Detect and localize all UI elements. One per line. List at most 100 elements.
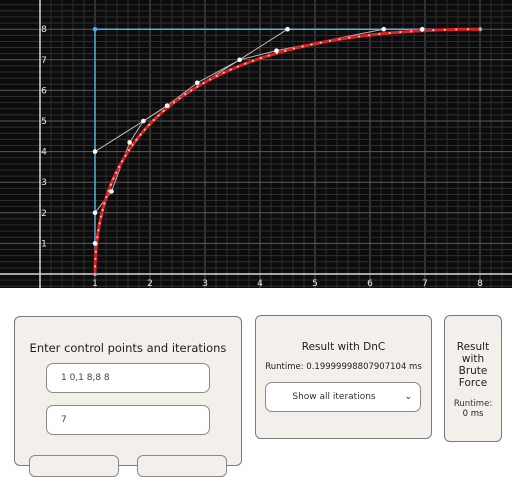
curve-sample-point [93, 272, 97, 276]
curve-sample-point [112, 177, 115, 180]
iteration-select-value: Show all iterations [292, 392, 376, 402]
curve-sample-point [388, 31, 391, 35]
curve-sample-point [94, 250, 97, 253]
curve-sample-point [109, 183, 112, 186]
curve-sample-point [98, 222, 101, 225]
dnc-result-panel: Result with DnC Runtime: 0.1999999880790… [255, 315, 432, 439]
y-tick-label: 6 [41, 86, 47, 96]
curve-sample-point [301, 45, 304, 48]
brute-force-result-title: Result with Brute Force [445, 341, 501, 389]
y-tick-label: 4 [41, 148, 47, 158]
curve-sample-point [236, 65, 240, 68]
iteration-point [92, 210, 98, 216]
curve-sample-point [178, 97, 181, 100]
curve-sample-point [410, 30, 413, 33]
iteration-point [141, 118, 146, 124]
curve-sample-point [259, 57, 262, 60]
curve-sample-point [378, 32, 381, 36]
curve-sample-point [399, 31, 402, 34]
control-points-input[interactable] [46, 363, 210, 393]
brute-runtime-label: Runtime: [453, 399, 493, 409]
iteration-point [274, 48, 279, 53]
curve-sample-point [105, 195, 108, 199]
brute-title-line: Force [458, 377, 488, 389]
x-tick-label: 7 [422, 279, 428, 288]
dnc-result-title: Result with DnC [301, 341, 386, 353]
y-tick-label: 3 [41, 178, 47, 188]
iteration-points [92, 26, 425, 246]
curve-sample-point [96, 236, 99, 239]
control-point [92, 27, 98, 32]
iteration-point [109, 189, 114, 194]
curve-sample-point [157, 114, 160, 117]
curve-sample-point [455, 28, 458, 31]
curve-sample-point [117, 165, 121, 168]
brute-title-line: Brute [458, 365, 488, 377]
iteration-point [92, 149, 98, 154]
dnc-runtime-text: Runtime: 0.19999998807907104 ms [265, 362, 422, 372]
curve-sample-point [99, 215, 103, 218]
curve-sample-point [115, 171, 118, 174]
iterations-input[interactable] [46, 405, 210, 435]
x-tick-label: 1 [92, 279, 98, 288]
left-action-button[interactable] [29, 455, 119, 477]
plot-tick-labels: 1 2 3 4 5 6 7 8 1 2 3 4 5 6 7 8 [41, 25, 483, 288]
iteration-display-select[interactable]: Show all iterations ⌄ [265, 382, 421, 412]
curve-sample-point [97, 229, 100, 232]
iteration-point [285, 26, 290, 32]
curve-sample-point [121, 160, 124, 163]
iteration-point [127, 140, 132, 145]
plot-grid [0, 0, 512, 288]
curve-sample-point [107, 189, 110, 192]
curve-sample-point [338, 38, 341, 41]
curve-sample-point [172, 101, 176, 104]
y-tick-label: 2 [41, 209, 47, 219]
curve-sample-point [310, 43, 313, 46]
x-tick-label: 8 [477, 279, 483, 288]
curve-sample-point [267, 54, 270, 57]
curve-sample-point [215, 74, 218, 78]
iteration-point [92, 241, 98, 246]
curve-sample-point [139, 133, 142, 136]
curve-sample-point [162, 109, 165, 113]
curve-sample-point [284, 49, 287, 52]
curve-sample-point [348, 36, 351, 39]
y-tick-label: 7 [41, 56, 47, 66]
y-tick-label: 8 [41, 25, 47, 35]
input-panel-title: Enter control points and iterations [29, 341, 227, 355]
curve-sample-point [152, 119, 155, 122]
iteration-point [195, 80, 200, 86]
curve-sample-point [148, 123, 151, 126]
plot-axes [0, 0, 512, 288]
curve-sample-point [432, 29, 435, 32]
brute-runtime-value: 0 ms [462, 409, 484, 419]
input-panel: Enter control points and iterations [14, 316, 242, 477]
curve-sample-point [190, 89, 193, 92]
curve-sample-point [292, 47, 295, 50]
curve-sample-point [143, 128, 146, 131]
curve-sample-point [367, 34, 371, 37]
curve-sample-point [131, 143, 134, 147]
curve-sample-point [443, 28, 446, 31]
curve-sample-point [135, 138, 138, 141]
right-action-button[interactable] [137, 455, 227, 477]
x-tick-label: 2 [147, 279, 153, 288]
iteration-point [237, 57, 242, 63]
y-tick-label: 5 [41, 117, 47, 127]
y-tick-label: 1 [41, 239, 47, 249]
curve-sample-point [101, 208, 104, 212]
iteration-point [381, 26, 387, 32]
curve-sample-point [124, 154, 127, 157]
x-tick-label: 4 [257, 279, 263, 288]
curve-sample-point [466, 28, 470, 31]
curve-sample-point [251, 59, 255, 62]
curve-sample-point [202, 81, 205, 85]
brute-force-result-panel: Result with Brute Force Runtime: 0 ms [444, 315, 502, 442]
brute-title-line: Result [456, 341, 490, 353]
curve-sample-point [244, 62, 247, 65]
curve-sample-point [357, 35, 361, 38]
x-tick-label: 3 [202, 279, 208, 288]
curve-sample-point [229, 68, 232, 71]
brute-title-line: with [461, 353, 485, 365]
curve-sample-point [94, 257, 97, 261]
